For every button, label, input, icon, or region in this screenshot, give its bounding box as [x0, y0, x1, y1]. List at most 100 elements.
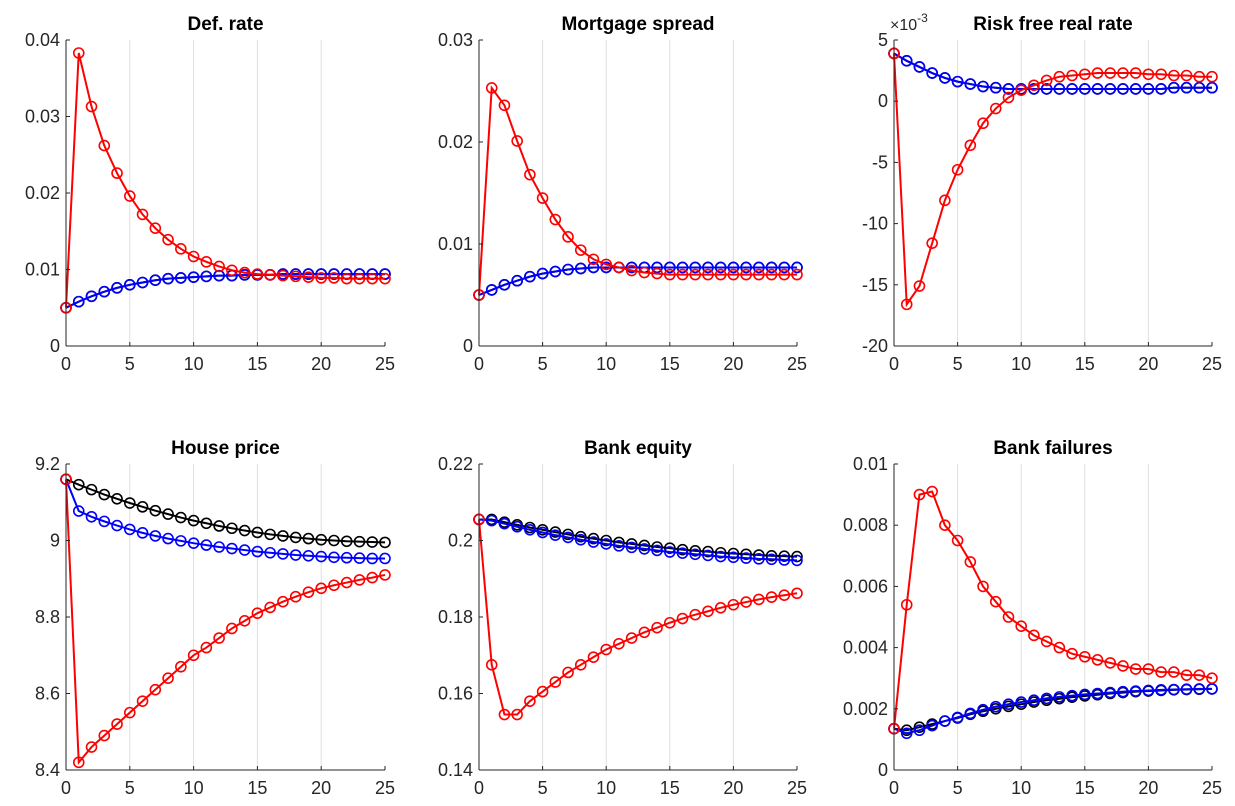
data-point — [625, 632, 638, 644]
y-tick-label: -15 — [862, 275, 888, 295]
y-tick-label: 0.006 — [843, 576, 888, 596]
data-point — [900, 598, 913, 611]
y-tick-label: 5 — [878, 30, 888, 50]
data-point — [1117, 67, 1129, 79]
data-point — [1129, 685, 1142, 697]
data-point — [328, 272, 340, 284]
data-point — [702, 605, 714, 618]
data-point — [574, 262, 587, 275]
data-point — [498, 99, 511, 112]
data-point — [638, 539, 651, 552]
x-tick-label: 20 — [311, 778, 331, 798]
data-point — [315, 533, 328, 546]
data-point — [714, 268, 727, 281]
y-tick-label: 0.14 — [438, 760, 473, 780]
data-point — [277, 595, 289, 608]
y-tick-label: 0.18 — [438, 607, 473, 627]
series-line-3 — [60, 47, 391, 314]
data-point — [1002, 83, 1015, 95]
data-point — [1117, 83, 1129, 95]
data-point — [328, 551, 340, 564]
data-point — [587, 261, 600, 274]
data-point — [1015, 620, 1028, 632]
data-point — [740, 268, 752, 281]
data-point — [740, 596, 752, 608]
data-point — [85, 741, 98, 753]
data-point — [1168, 69, 1180, 82]
data-point — [765, 591, 778, 603]
data-point — [149, 683, 162, 696]
data-point — [162, 532, 174, 545]
series-line-2 — [473, 513, 803, 567]
data-point — [328, 268, 340, 280]
x-tick-label: 0 — [889, 354, 899, 374]
data-point — [379, 569, 391, 581]
data-point — [124, 706, 136, 719]
y-tick-label: 0 — [878, 91, 888, 111]
data-point — [498, 278, 511, 291]
data-point — [251, 607, 264, 619]
data-point — [638, 626, 651, 639]
data-point — [1079, 650, 1091, 663]
y-tick-label: 0.04 — [25, 30, 60, 50]
subplot-title: Mortgage spread — [561, 14, 714, 35]
data-point — [302, 271, 315, 283]
data-point — [111, 282, 123, 294]
series-line-1 — [888, 47, 1218, 95]
data-point — [264, 601, 276, 614]
x-tick-label: 5 — [953, 354, 963, 374]
data-point — [238, 266, 251, 279]
data-point — [714, 602, 727, 614]
data-point — [1091, 83, 1104, 95]
data-point — [651, 261, 663, 274]
x-tick-label: 20 — [723, 354, 743, 374]
data-point — [1079, 83, 1091, 95]
data-point — [1104, 67, 1117, 79]
x-tick-label: 5 — [125, 354, 135, 374]
data-point — [149, 274, 162, 287]
data-point — [264, 269, 276, 281]
data-point — [926, 237, 938, 249]
data-point — [1155, 83, 1167, 95]
data-point — [498, 708, 511, 721]
series-line-1 — [473, 513, 803, 563]
data-point — [964, 139, 977, 152]
data-point — [1028, 79, 1040, 92]
data-point — [238, 544, 251, 556]
data-point — [213, 260, 225, 273]
data-point — [1091, 687, 1104, 700]
data-point — [1066, 69, 1078, 82]
data-point — [1066, 689, 1078, 702]
data-point — [562, 666, 574, 679]
data-point — [98, 729, 111, 742]
data-point — [913, 61, 926, 73]
data-point — [1168, 81, 1180, 94]
data-point — [765, 261, 778, 274]
x-tick-label: 0 — [61, 778, 71, 798]
x-tick-label: 10 — [596, 354, 616, 374]
data-point — [913, 488, 926, 501]
data-point — [136, 527, 149, 539]
data-point — [98, 139, 111, 152]
data-point — [1180, 669, 1193, 681]
data-point — [485, 659, 498, 671]
data-point — [264, 546, 276, 559]
data-point — [989, 700, 1002, 713]
data-point — [485, 284, 498, 296]
data-point — [302, 532, 315, 545]
data-point — [676, 261, 689, 274]
data-point — [162, 233, 174, 246]
data-point — [1142, 68, 1155, 81]
data-point — [791, 261, 803, 274]
data-point — [238, 524, 251, 537]
data-point — [791, 587, 803, 600]
data-point — [714, 546, 727, 559]
data-point — [353, 574, 366, 586]
data-point — [226, 622, 238, 635]
data-point — [213, 541, 225, 553]
data-point — [900, 724, 913, 737]
y-tick-label: 0.02 — [438, 132, 473, 152]
data-point — [1142, 684, 1155, 697]
y-tick-label: 0.2 — [448, 531, 473, 551]
data-point — [587, 651, 600, 663]
